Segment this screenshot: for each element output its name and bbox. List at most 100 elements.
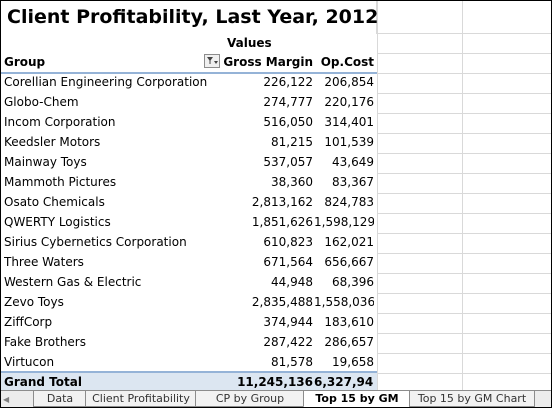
grand-total-label: Grand Total: [4, 375, 82, 389]
table-row[interactable]: ZiffCorp 374,944 183,610: [1, 312, 377, 332]
row-gridline: [377, 33, 551, 34]
row-op-cost: 19,658: [332, 355, 374, 369]
table-row[interactable]: Zevo Toys 2,835,488 1,558,036: [1, 292, 377, 312]
table-row[interactable]: Virtucon 81,578 19,658: [1, 352, 377, 372]
row-gross-margin: 81,215: [271, 135, 313, 149]
row-group-name: Incom Corporation: [4, 115, 116, 129]
row-gridline: [377, 213, 551, 214]
sheet-tab-bar: ◀ Data Client Profitability CP by Group Top…: [1, 390, 551, 407]
table-row[interactable]: Incom Corporation 516,050 314,401: [1, 112, 377, 132]
table-row[interactable]: Western Gas & Electric 44,948 68,396: [1, 272, 377, 292]
group-column-header: Group: [4, 55, 46, 69]
gross-margin-column-header[interactable]: Gross Margin: [223, 55, 313, 69]
row-gridline: [377, 333, 551, 334]
row-gridline: [377, 293, 551, 294]
filter-icon[interactable]: [204, 54, 220, 68]
row-group-name: Fake Brothers: [4, 335, 86, 349]
row-group-name: Keedsler Motors: [4, 135, 101, 149]
row-gridline: [377, 73, 551, 74]
table-row[interactable]: Globo-Chem 274,777 220,176: [1, 92, 377, 112]
row-gross-margin: 671,564: [263, 255, 313, 269]
row-gross-margin: 610,823: [263, 235, 313, 249]
row-gross-margin: 226,122: [263, 75, 313, 89]
row-gross-margin: 81,578: [271, 355, 313, 369]
values-label: Values: [227, 36, 272, 50]
grand-total-row[interactable]: Grand Total 11,245,136 6,327,941: [1, 371, 377, 390]
row-op-cost: 183,610: [324, 315, 374, 329]
pivot-values-header: Values: [1, 33, 377, 53]
table-row[interactable]: QWERTY Logistics 1,851,626 1,598,129: [1, 212, 377, 232]
row-gross-margin: 44,948: [271, 275, 313, 289]
row-op-cost: 206,854: [324, 75, 374, 89]
row-group-name: ZiffCorp: [4, 315, 53, 329]
row-group-name: Mainway Toys: [4, 155, 87, 169]
row-gridline: [377, 113, 551, 114]
row-gross-margin: 287,422: [263, 335, 313, 349]
row-gridline: [377, 253, 551, 254]
row-gridline: [377, 353, 551, 354]
row-op-cost: 286,657: [324, 335, 374, 349]
row-group-name: Western Gas & Electric: [4, 275, 142, 289]
row-op-cost: 101,539: [324, 135, 374, 149]
row-gridline: [377, 233, 551, 234]
row-group-name: Three Waters: [4, 255, 84, 269]
row-gridline: [377, 373, 551, 374]
row-op-cost: 824,783: [324, 195, 374, 209]
table-row[interactable]: Keedsler Motors 81,215 101,539: [1, 132, 377, 152]
row-op-cost: 162,021: [324, 235, 374, 249]
row-group-name: Mammoth Pictures: [4, 175, 117, 189]
table-row[interactable]: Corellian Engineering Corporation 226,122…: [1, 72, 377, 92]
row-op-cost: 314,401: [324, 115, 374, 129]
row-gross-margin: 2,835,488: [251, 295, 313, 309]
row-op-cost: 43,649: [332, 155, 374, 169]
row-gridline: [377, 93, 551, 94]
row-group-name: Osato Chemicals: [4, 195, 105, 209]
sheet-tab[interactable]: Top 15 by GM: [303, 391, 411, 407]
pivot-column-headers: Group Gross Margin Op.Cost: [1, 53, 377, 74]
worksheet-grid[interactable]: Client Profitability, Last Year, 2012 Va…: [1, 1, 551, 390]
table-row[interactable]: Mainway Toys 537,057 43,649: [1, 152, 377, 172]
op-cost-column-header[interactable]: Op.Cost: [320, 55, 374, 69]
row-gross-margin: 1,851,626: [251, 215, 313, 229]
row-gridline: [377, 273, 551, 274]
row-group-name: Corellian Engineering Corporation: [4, 75, 208, 89]
row-op-cost: 656,667: [324, 255, 374, 269]
row-gridline: [377, 133, 551, 134]
row-gross-margin: 274,777: [263, 95, 313, 109]
row-group-name: Sirius Cybernetics Corporation: [4, 235, 187, 249]
row-op-cost: 1,558,036: [314, 295, 374, 309]
row-gridline: [377, 313, 551, 314]
grand-total-gross-margin: 11,245,136: [237, 375, 313, 389]
table-row[interactable]: Three Waters 671,564 656,667: [1, 252, 377, 272]
table-row[interactable]: Mammoth Pictures 38,360 83,367: [1, 172, 377, 192]
row-group-name: QWERTY Logistics: [4, 215, 111, 229]
table-row[interactable]: Osato Chemicals 2,813,162 824,783: [1, 192, 377, 212]
row-gross-margin: 516,050: [263, 115, 313, 129]
row-group-name: Zevo Toys: [4, 295, 64, 309]
row-gridline: [377, 193, 551, 194]
row-gross-margin: 2,813,162: [251, 195, 313, 209]
column-gridline: [462, 1, 463, 390]
row-op-cost: 83,367: [332, 175, 374, 189]
sheet-tab[interactable]: Data: [33, 391, 87, 407]
sheet-tab[interactable]: CP by Group: [195, 391, 305, 407]
column-gridline: [377, 1, 378, 390]
row-group-name: Virtucon: [4, 355, 55, 369]
row-op-cost: 68,396: [332, 275, 374, 289]
row-gross-margin: 374,944: [263, 315, 313, 329]
row-op-cost: 220,176: [324, 95, 374, 109]
row-op-cost: 1,598,129: [314, 215, 374, 229]
sheet-tab[interactable]: Top 15 by GM Chart: [409, 391, 535, 407]
tab-scroll-icon[interactable]: ◀: [3, 395, 10, 404]
row-group-name: Globo-Chem: [4, 95, 79, 109]
sheet-tab[interactable]: Client Profitability: [85, 391, 197, 407]
grand-total-op-cost: 6,327,941: [314, 375, 374, 389]
row-gridline: [377, 173, 551, 174]
table-row[interactable]: Fake Brothers 287,422 286,657: [1, 332, 377, 352]
row-gridline: [377, 153, 551, 154]
row-gross-margin: 537,057: [263, 155, 313, 169]
filter-icon-glyph: [207, 57, 218, 64]
table-row[interactable]: Sirius Cybernetics Corporation 610,823 162…: [1, 232, 377, 252]
row-gridline: [377, 53, 551, 54]
